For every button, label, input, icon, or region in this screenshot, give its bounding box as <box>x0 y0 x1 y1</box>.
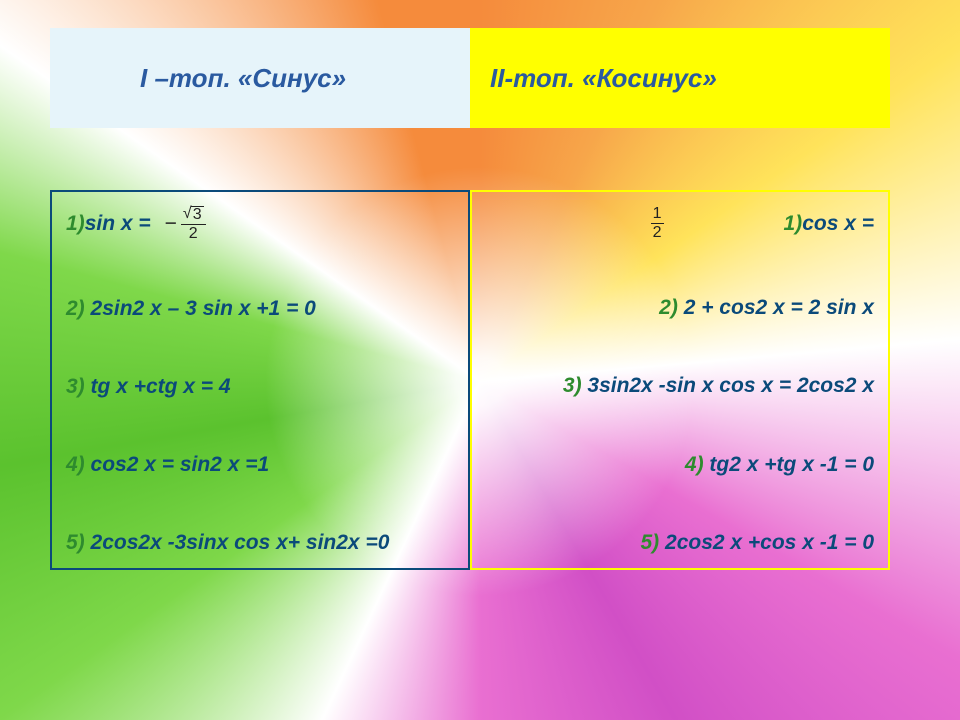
item-number: 5) <box>641 531 660 554</box>
fraction: 1 2 <box>651 206 664 241</box>
eq-text: 2sin2 x – 3 sin x +1 = 0 <box>85 297 316 320</box>
eq-text: cos x = <box>802 212 874 235</box>
eq-text: tg2 x +tg x -1 = 0 <box>704 453 874 476</box>
eq-text: 3sin2x -sin x cos x = 2cos2 x <box>582 374 874 397</box>
item-number: 3) <box>66 375 85 398</box>
minus-sign: − <box>165 212 177 235</box>
item-number: 5) <box>66 531 85 554</box>
eq-text: 2cos2x -3sinx cos x+ sin2x =0 <box>85 531 390 554</box>
right-item-2: 2) 2 + cos2 x = 2 sin x <box>486 296 874 319</box>
item-number: 2) <box>659 296 678 319</box>
left-item-3: 3) tg x +ctg x = 4 <box>66 375 454 398</box>
item-number: 4) <box>685 453 704 476</box>
left-item-2: 2) 2sin2 x – 3 sin x +1 = 0 <box>66 297 454 320</box>
eq-text: 2 + cos2 x = 2 sin x <box>678 296 874 319</box>
item-number: 3) <box>563 374 582 397</box>
item-number: 1) <box>784 212 803 235</box>
right-item-4: 4) tg2 x +tg x -1 = 0 <box>486 453 874 476</box>
header-left-label: І –топ. «Синус» <box>140 63 346 94</box>
left-item-1: 1) sin x = − √3 2 <box>66 206 454 242</box>
right-item-1: 1 2 1) cos x = <box>486 206 874 241</box>
header-right-label: ІІ-топ. «Косинус» <box>490 63 717 94</box>
right-item-3: 3) 3sin2x -sin x cos x = 2cos2 x <box>486 374 874 397</box>
eq-text: tg x +ctg x = 4 <box>85 375 231 398</box>
item-number: 2) <box>66 297 85 320</box>
header-left: І –топ. «Синус» <box>50 28 470 128</box>
item-number: 4) <box>66 453 85 476</box>
eq-text: cos2 x = sin2 x =1 <box>85 453 269 476</box>
item-number: 1) <box>66 212 85 235</box>
fraction: √3 2 <box>181 206 206 242</box>
content-left: 1) sin x = − √3 2 2) 2sin2 x – 3 sin x +… <box>50 190 470 570</box>
content-row: 1) sin x = − √3 2 2) 2sin2 x – 3 sin x +… <box>50 190 890 570</box>
header-right: ІІ-топ. «Косинус» <box>470 28 890 128</box>
content-right: 1 2 1) cos x = 2) 2 + cos2 x = 2 sin x 3… <box>470 190 890 570</box>
left-item-5: 5) 2cos2x -3sinx cos x+ sin2x =0 <box>66 531 454 554</box>
eq-text: 2cos2 x +cos x -1 = 0 <box>659 531 874 554</box>
left-item-4: 4) cos2 x = sin2 x =1 <box>66 453 454 476</box>
slide-background: І –топ. «Синус» ІІ-топ. «Косинус» 1) sin… <box>0 0 960 720</box>
header-row: І –топ. «Синус» ІІ-топ. «Косинус» <box>50 28 890 128</box>
sqrt-icon: √3 <box>183 206 204 223</box>
eq-text: sin x = <box>85 212 151 235</box>
right-item-5: 5) 2cos2 x +cos x -1 = 0 <box>486 531 874 554</box>
